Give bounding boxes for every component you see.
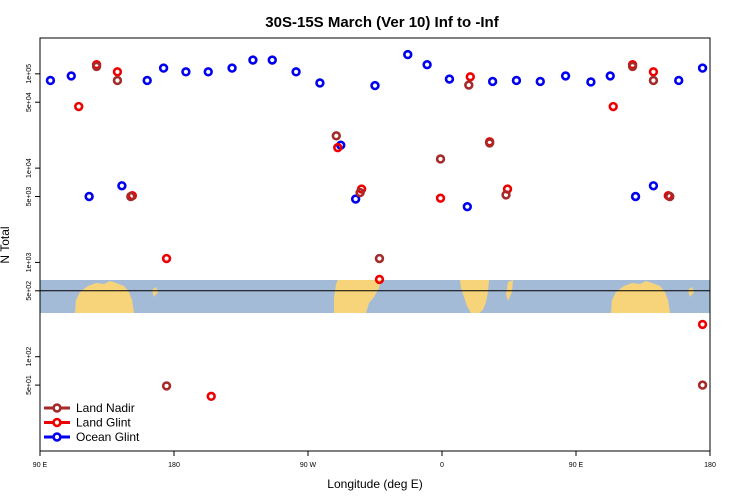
ocean-glint-point — [158, 63, 169, 73]
ocean-glint-point — [511, 75, 522, 86]
ocean-glint-point — [315, 78, 325, 88]
land-glint-point — [333, 142, 343, 153]
ocean-glint-point — [697, 63, 708, 73]
y-tick-label: 5e+04 — [26, 92, 33, 112]
x-tick-label: 0 — [440, 462, 444, 469]
ocean-glint-point — [535, 76, 545, 87]
land-nadir-point — [435, 154, 446, 164]
land-glint-point — [608, 101, 618, 112]
ocean-glint-point — [227, 63, 237, 73]
ocean-glint-point — [586, 77, 596, 87]
ocean-glint-point — [370, 80, 380, 91]
legend-label-land-nadir: Land Nadir — [76, 401, 135, 415]
legend-marker-land-glint — [52, 417, 62, 428]
land-glint-point — [465, 72, 475, 82]
plot-frame — [39, 37, 711, 452]
land-glint-point — [74, 101, 84, 112]
land-nadir-point — [355, 187, 365, 198]
land-nadir-point — [665, 191, 675, 202]
legend-marker-ocean-glint — [52, 432, 62, 442]
ocean-glint-point — [45, 75, 56, 86]
x-tick-label: 90 E — [569, 462, 584, 469]
land-glint-point — [697, 319, 708, 330]
land-nadir-point — [91, 61, 102, 72]
chart-title: 30S-15S March (Ver 10) Inf to -Inf — [265, 14, 499, 31]
x-axis-label: Longitude (deg E) — [327, 477, 422, 491]
x-axis: 90 E 180 90 W 0 90 E 180 — [33, 451, 716, 469]
land-nadir-point — [126, 191, 136, 202]
y-tick-label: 5e+01 — [26, 375, 33, 395]
y-tick-label: 1e+03 — [26, 252, 33, 272]
land-glint-point — [435, 193, 446, 203]
ocean-glint-point — [291, 67, 301, 77]
land-glint-point — [374, 274, 385, 285]
data-points — [45, 49, 708, 402]
land-shape-australia-wrap — [611, 281, 670, 313]
ocean-glint-point — [605, 71, 615, 81]
land-shape-australia — [75, 281, 134, 313]
land-shape-nz-wrap — [688, 287, 694, 297]
y-tick-label: 5e+02 — [26, 281, 33, 301]
ocean-glint-point — [248, 55, 258, 65]
ocean-glint-point — [487, 76, 498, 87]
ocean-glint-point — [648, 181, 659, 191]
ocean-glint-point — [560, 71, 571, 81]
land-shape-nz — [152, 287, 158, 297]
land-nadir-point — [648, 75, 659, 86]
land-nadir-point — [112, 75, 123, 86]
land-shape-south-america — [334, 280, 381, 313]
ocean-glint-point — [630, 191, 641, 202]
legend-label-ocean-glint: Ocean Glint — [76, 430, 140, 444]
land-glint-point — [161, 253, 172, 264]
ocean-glint-point — [350, 194, 361, 204]
ocean-glint-point — [422, 59, 432, 70]
y-tick-label: 1e+02 — [26, 347, 33, 367]
land-nadir-point — [161, 381, 172, 391]
land-shape-africa — [460, 280, 489, 313]
land-glint-point — [206, 391, 216, 402]
ocean-glint-point — [142, 75, 152, 86]
legend-marker-land-nadir — [52, 403, 62, 413]
land-glint-point — [112, 67, 123, 77]
world-map-band — [40, 280, 710, 313]
x-tick-label: 90 E — [33, 462, 48, 469]
land-nadir-point — [484, 138, 495, 148]
ocean-glint-point — [403, 49, 413, 60]
ocean-glint-point — [674, 75, 684, 86]
ocean-glint-point — [117, 181, 127, 191]
x-tick-label: 180 — [704, 462, 716, 469]
land-nadir-point — [627, 61, 638, 72]
y-tick-label: 1e+05 — [26, 64, 33, 84]
x-tick-label: 180 — [168, 462, 180, 469]
legend-label-land-glint: Land Glint — [76, 416, 131, 430]
x-tick-label: 90 W — [300, 462, 317, 469]
ocean-glint-point — [66, 71, 76, 81]
land-glint-point — [648, 67, 659, 77]
y-tick-label: 1e+04 — [26, 158, 33, 178]
land-nadir-point — [464, 80, 474, 90]
ocean-glint-point — [181, 67, 191, 77]
y-axis: 5e+01 1e+02 5e+02 1e+03 5e+03 1e+04 5e+04 1e+05 — [26, 64, 40, 395]
land-nadir-point — [374, 253, 385, 264]
y-tick-label: 5e+03 — [26, 187, 33, 207]
ocean-glint-point — [84, 191, 94, 202]
y-axis-label: N Total — [0, 226, 12, 263]
land-nadir-point — [501, 190, 511, 200]
land-nadir-point — [697, 380, 708, 390]
land-nadir-point — [331, 131, 341, 141]
ocean-glint-point — [203, 67, 213, 77]
ocean-glint-point — [444, 74, 455, 84]
ocean-glint-point — [462, 201, 473, 212]
ocean-glint-point — [267, 55, 277, 65]
